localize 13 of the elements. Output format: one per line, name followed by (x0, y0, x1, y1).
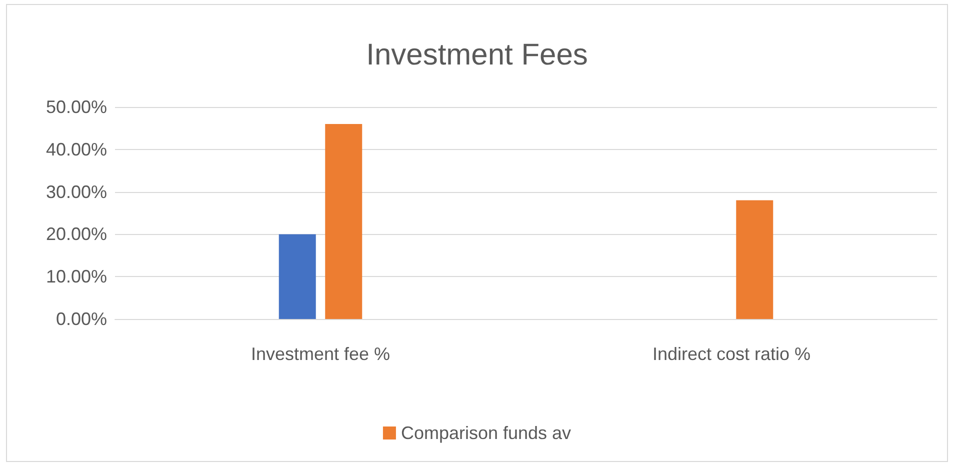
y-tick-label: 10.00% (46, 266, 107, 287)
y-tick-label: 20.00% (46, 224, 107, 244)
y-tick-label: 0.00% (56, 309, 107, 329)
x-tick-label: Investment fee % (250, 344, 390, 364)
legend-label: Comparison funds av (400, 423, 572, 443)
x-tick-label: Indirect cost ratio % (652, 344, 811, 364)
bar (736, 200, 774, 319)
bar (325, 124, 362, 319)
y-tick-label: 50.00% (46, 97, 107, 117)
y-tick-label: 30.00% (46, 182, 107, 202)
bar (278, 234, 316, 319)
y-tick-label: 40.00% (46, 139, 107, 160)
chart-title: Investment Fees (366, 38, 588, 72)
